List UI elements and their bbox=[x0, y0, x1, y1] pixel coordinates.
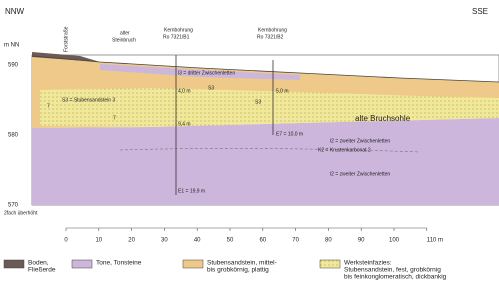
layer-label: 7 bbox=[47, 103, 50, 109]
depth: 5,0 m bbox=[276, 88, 289, 94]
place: alter bbox=[120, 30, 130, 36]
legend-label: bis grobkörnig, plattig bbox=[207, 267, 269, 274]
depth: 4,0 m bbox=[178, 88, 191, 94]
legend-label: Fließerde bbox=[28, 267, 56, 274]
mudstone bbox=[32, 118, 499, 205]
x-tick-label: 0 bbox=[64, 238, 68, 244]
place: alte Bruchsohle bbox=[355, 114, 411, 123]
layer-label: S3 bbox=[255, 99, 261, 105]
x-ticks: 0 10 20 30 40 50 60 70 80 90 100 110 m bbox=[64, 228, 443, 244]
x-tick-label: 90 bbox=[358, 238, 365, 244]
legend-label: Stubensandstein, mittel- bbox=[207, 260, 277, 267]
legend-label: Werksteinfazies: bbox=[344, 260, 392, 267]
layer-label: l3 = dritter Zwischenletten bbox=[178, 70, 235, 76]
x-tick-label: 30 bbox=[161, 238, 168, 244]
y-tick-label: 590 bbox=[8, 63, 19, 69]
place: Ro 7321/B2 bbox=[257, 34, 284, 40]
layer-label: K2 = Krustenkarbonat 2 bbox=[318, 147, 371, 153]
exaggeration: 2fach überhöht bbox=[4, 210, 38, 216]
place: Steinbruch bbox=[112, 37, 136, 43]
unit: m NN bbox=[4, 43, 19, 49]
depth: E1 = 19,9 m bbox=[178, 188, 205, 194]
x-tick-label: 50 bbox=[227, 238, 234, 244]
place: Kernbohrung bbox=[258, 27, 287, 33]
legend-swatch bbox=[320, 260, 340, 268]
x-tick-label: 60 bbox=[259, 238, 266, 244]
x-tick-label: 20 bbox=[128, 238, 135, 244]
layer-label: S3 bbox=[208, 85, 214, 91]
layer-label: l2 = zweiter Zwischenletten bbox=[330, 138, 390, 144]
x-tick-label: 100 bbox=[389, 238, 400, 244]
road: Forststraße bbox=[63, 26, 69, 52]
x-tick-label: 10 bbox=[95, 238, 102, 244]
legend-label: Stubensandstein, fest, grobkörnig bbox=[344, 267, 441, 274]
place: Ro 7321/B1 bbox=[163, 34, 190, 40]
x-tick-label: 40 bbox=[194, 238, 201, 244]
y-tick-label: 580 bbox=[8, 133, 19, 139]
diagram: NNW SSE m NN 590 580 570 2fach überhöht … bbox=[0, 0, 499, 289]
legend-swatch bbox=[183, 260, 203, 268]
legend-label: Boden, bbox=[28, 260, 49, 267]
legend-label: Tone, Tonsteine bbox=[96, 260, 142, 267]
depth: 9,4 m bbox=[178, 121, 191, 127]
layer-label: l2 = zweiter Zwischenletten bbox=[330, 171, 390, 177]
legend-label: bis feinkonglomeratisch, dickbankig bbox=[344, 274, 447, 281]
x-tick-label: 80 bbox=[325, 238, 332, 244]
layer-label: S3 = Stubensandstein 3 bbox=[62, 97, 115, 103]
legend-swatch bbox=[4, 260, 24, 268]
y-tick-label: 570 bbox=[8, 203, 19, 209]
legend-swatch bbox=[72, 260, 92, 268]
x-tick-label: 70 bbox=[292, 238, 299, 244]
layer-label: 7 bbox=[113, 115, 116, 121]
direction: SSE bbox=[472, 7, 488, 16]
depth: E7 = 10,0 m bbox=[276, 131, 303, 137]
page: {"header": {"left": "NNW", "right": "SSE… bbox=[0, 0, 499, 289]
place: Kernbohrung bbox=[164, 27, 193, 33]
x-tick-label: 110 m bbox=[427, 238, 443, 244]
direction: NNW bbox=[5, 7, 25, 16]
